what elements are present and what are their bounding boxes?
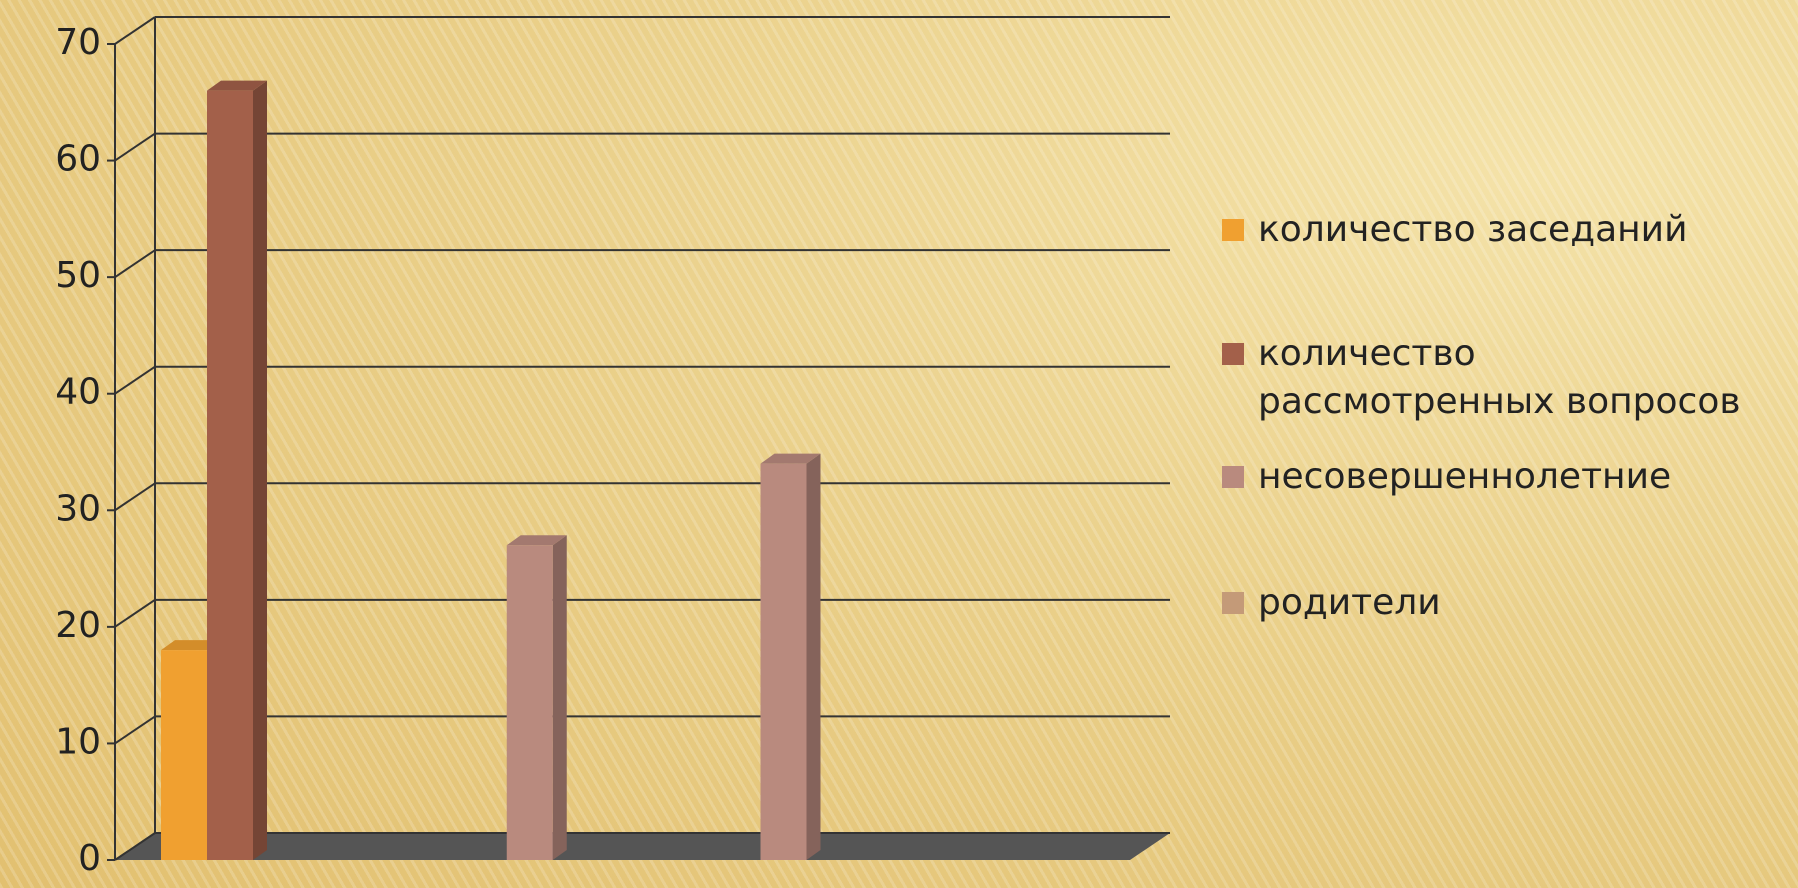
legend-item: количество рассмотренных вопросов (1222, 330, 1782, 426)
floor (115, 833, 1170, 860)
bar-top (506, 535, 567, 546)
grid-diag (114, 832, 156, 861)
grid-diag (114, 132, 156, 162)
y-tick-label: 20 (55, 605, 101, 646)
y-tick-label: 60 (55, 139, 101, 180)
legend-label: несовершеннолетние (1258, 456, 1672, 497)
y-tick-label: 40 (55, 372, 101, 413)
y-tick-label: 0 (78, 838, 101, 879)
legend-swatch (1222, 592, 1244, 614)
grid-diag (114, 249, 156, 278)
legend-item: несовершеннолетние (1222, 453, 1782, 501)
bar-side (806, 453, 821, 860)
y-tick-label: 70 (55, 22, 101, 63)
grid-diag (114, 365, 156, 395)
y-tick-label: 30 (55, 488, 101, 529)
legend-swatch (1222, 219, 1244, 241)
bar-side (253, 80, 267, 861)
y-tick-label: 10 (55, 721, 101, 762)
bar-top (161, 640, 221, 651)
legend-item: родители (1222, 579, 1782, 627)
legend-item: количество заседаний (1222, 206, 1782, 254)
bar (506, 545, 553, 860)
bar-top (207, 80, 267, 91)
bar (207, 90, 253, 861)
grid-diag (114, 16, 156, 45)
legend-swatch (1222, 466, 1244, 488)
bar-top (760, 453, 821, 464)
legend-label: количество заседаний (1258, 209, 1688, 250)
legend-label: количество рассмотренных вопросов (1258, 333, 1741, 422)
grid-diag (114, 599, 156, 628)
grid-diag (114, 482, 156, 512)
legend-label: родители (1258, 582, 1441, 623)
grid-diag (114, 715, 156, 745)
bar (760, 463, 807, 860)
bar-side (552, 535, 567, 860)
bar (161, 650, 207, 860)
y-tick-label: 50 (55, 255, 101, 296)
legend-swatch (1222, 343, 1244, 365)
